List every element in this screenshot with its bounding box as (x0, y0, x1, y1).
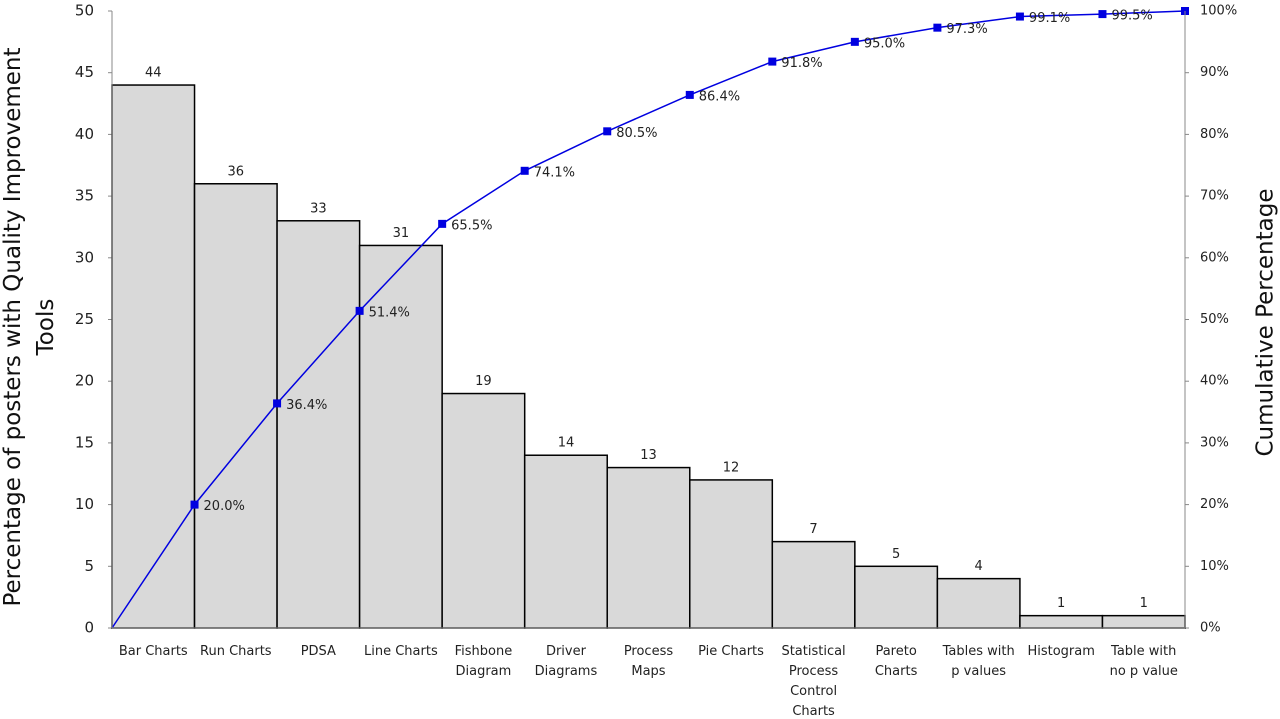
bar-value-label: 12 (723, 460, 740, 475)
y2-tick-label: 80% (1200, 127, 1229, 142)
x-tick-label: Tables with p values (942, 644, 1015, 679)
bar (193, 183, 278, 629)
bar-value-label: 31 (393, 226, 410, 241)
cumulative-label: 99.5% (1111, 9, 1152, 24)
bar (1101, 614, 1186, 629)
cumulative-marker (1015, 12, 1024, 21)
y-tick-label: 45 (75, 63, 94, 81)
bar (276, 220, 361, 629)
bar (771, 540, 856, 629)
cumulative-marker (520, 166, 529, 175)
x-tick-label: Statistical Process Control Charts (781, 644, 846, 719)
cumulative-marker (1098, 10, 1107, 19)
y-tick-label: 35 (75, 187, 94, 205)
cumulative-label: 51.4% (369, 305, 410, 320)
bar (854, 565, 939, 629)
y-tick-label: 40 (75, 125, 94, 143)
bar-value-label: 33 (310, 201, 327, 216)
y2-tick-label: 20% (1200, 497, 1229, 512)
bar-value-label: 44 (145, 66, 162, 81)
y-tick-label: 5 (84, 557, 94, 575)
cumulative-marker (685, 90, 694, 99)
cumulative-line-lead (111, 504, 196, 629)
y-tick-label: 15 (75, 433, 94, 451)
bar (111, 84, 196, 629)
bar-value-label: 36 (228, 164, 245, 179)
cumulative-label: 36.4% (286, 398, 327, 413)
cumulative-marker (603, 127, 612, 136)
x-tick-label: Process Maps (623, 644, 674, 679)
bar-value-label: 7 (809, 522, 817, 537)
y-axis-title: Percentage of posters with Quality Impro… (0, 47, 59, 607)
y-tick-label: 0 (84, 619, 94, 637)
bar (936, 577, 1021, 629)
y2-tick-label: 60% (1200, 250, 1229, 265)
y2-tick-label: 40% (1200, 374, 1229, 389)
cumulative-marker (355, 306, 364, 315)
cumulative-marker (190, 500, 199, 509)
y-tick-label: 50 (75, 2, 94, 20)
y2-tick-label: 90% (1200, 65, 1229, 80)
bar (689, 479, 774, 629)
y-tick-label: 30 (75, 248, 94, 266)
x-tick-label: Fishbone Diagram (454, 644, 513, 679)
bar (1019, 614, 1104, 629)
x-tick-label: PDSA (300, 644, 336, 659)
x-tick-label: Table with no p value (1109, 644, 1178, 679)
bar (523, 454, 608, 629)
bar-value-label: 13 (640, 448, 657, 463)
cumulative-marker (768, 57, 777, 66)
cumulative-marker (850, 37, 859, 46)
x-tick-label: Pie Charts (698, 644, 764, 659)
cumulative-label: 91.8% (781, 56, 822, 71)
bar (358, 244, 443, 629)
y2-tick-label: 0% (1200, 621, 1221, 636)
cumulative-label: 97.3% (946, 22, 987, 37)
bar-value-label: 1 (1140, 596, 1148, 611)
bar-value-label: 1 (1057, 596, 1065, 611)
x-tick-label: Bar Charts (118, 644, 188, 659)
cumulative-label: 80.5% (616, 126, 657, 141)
cumulative-marker (933, 23, 942, 32)
y-tick-label: 20 (75, 372, 94, 390)
y2-tick-label: 30% (1200, 435, 1229, 450)
cumulative-label: 20.0% (204, 499, 245, 514)
x-tick-label: Line Charts (364, 644, 438, 659)
bar-value-label: 14 (558, 436, 575, 451)
cumulative-label: 74.1% (534, 165, 575, 180)
bar-value-label: 5 (892, 547, 900, 562)
y2-axis-title: Cumulative Percentage (1252, 188, 1279, 457)
y2-tick-label: 50% (1200, 312, 1229, 327)
cumulative-marker (273, 399, 282, 408)
x-tick-label: Run Charts (200, 644, 272, 659)
y2-tick-label: 10% (1200, 559, 1229, 574)
cumulative-marker (438, 219, 447, 228)
bar-value-label: 4 (975, 559, 983, 574)
bar (441, 392, 526, 629)
bar-value-label: 19 (475, 374, 492, 389)
x-tick-label: Driver Diagrams (534, 644, 598, 679)
y2-tick-label: 70% (1200, 189, 1229, 204)
cumulative-label: 95.0% (864, 36, 905, 51)
x-tick-label: Histogram (1027, 644, 1095, 659)
y-tick-label: 25 (75, 310, 94, 328)
bar (606, 466, 691, 629)
y-tick-label: 10 (75, 495, 94, 513)
cumulative-label: 65.5% (451, 218, 492, 233)
x-tick-label: Pareto Charts (874, 644, 918, 679)
cumulative-label: 99.1% (1029, 11, 1070, 26)
y2-tick-label: 100% (1200, 4, 1237, 19)
cumulative-label: 86.4% (699, 89, 740, 104)
